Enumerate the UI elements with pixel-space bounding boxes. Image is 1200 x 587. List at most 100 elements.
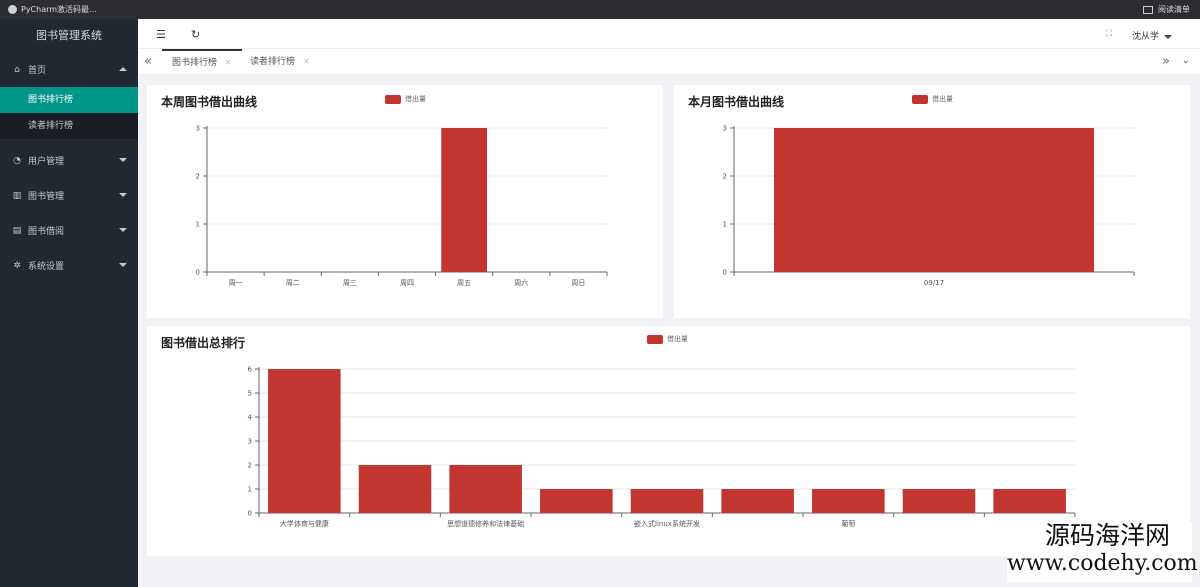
tab-book-ranking[interactable]: 图书排行榜 ✕ [162,49,242,75]
watermark: 源码海洋网 www.codehy.com [1007,521,1198,582]
sidebar-subitem-book-ranking[interactable]: 图书排行榜 [0,87,138,113]
bar [774,128,1094,272]
legend-label: 借出量 [405,95,426,103]
y-tick-label: 0 [248,510,252,518]
menu-toggle-icon[interactable]: ☰ [156,28,166,41]
y-tick-label: 2 [196,173,200,181]
weekly-chart-title: 本周图书借出曲线 [161,95,258,109]
x-tick-label: 大学体育与健康 [280,519,329,528]
monthly-chart-card: 本月图书借出曲线 借出量 0 1 2 3 09/17 [674,85,1190,318]
sidebar-item-settings[interactable]: ✲ 系统设置 [0,248,138,283]
weekly-chart: 0 1 2 3 周一 周二 周三 周四 周五 周六 周日 [196,125,608,287]
x-tick-label: 周日 [571,279,585,287]
borrow-icon: ▤ [12,225,22,236]
chevron-down-icon [119,158,127,162]
chevron-down-icon[interactable]: ⌄ [1181,55,1190,66]
sidebar-item-label: 图书借阅 [28,227,65,237]
monthly-chart: 0 1 2 3 09/17 [723,125,1135,287]
close-icon[interactable]: ✕ [303,57,310,66]
x-tick-label: 周一 [229,279,243,287]
y-tick-label: 1 [248,486,252,494]
total-chart-legend[interactable]: 借出量 [647,334,688,344]
sidebar-item-label: 系统设置 [28,262,65,272]
tabs-scroll-left-icon[interactable]: « [144,54,152,69]
gear-icon: ✲ [13,260,21,271]
bar [358,465,432,513]
legend-swatch [647,334,663,344]
reading-list-icon [1143,5,1153,14]
legend-swatch [912,94,928,104]
user-icon: ◔ [13,155,21,166]
legend-label: 借出量 [932,95,953,103]
x-tick-label: 周二 [286,279,300,287]
total-chart-title: 图书借出总排行 [161,336,246,350]
y-tick-label: 3 [723,125,727,133]
weekly-chart-card: 本周图书借出曲线 借出量 0 1 2 3 周一 周二 周三 周四 周五 周六 周日 [147,85,663,318]
x-tick-label: 思想道德修养和法律基础 [447,519,524,528]
sidebar-brand: 图书管理系统 [36,29,102,42]
chevron-up-icon [119,67,127,71]
sidebar-item-users[interactable]: ◔ 用户管理 [0,143,138,178]
x-tick-label: 周六 [514,278,528,287]
y-tick-label: 5 [248,390,252,398]
y-tick-label: 6 [248,366,253,374]
y-tick-label: 1 [196,221,200,229]
fullscreen-icon[interactable]: ⛶ [1105,29,1112,39]
total-ranking-chart: 0 1 2 3 4 5 6 大学体育与健康 思想道德修养和法律基础 嵌入式linux系统开发 葡萄 [248,366,1076,528]
sidebar-subitem-reader-ranking[interactable]: 读者排行榜 [28,121,74,131]
y-tick-label: 1 [723,221,727,229]
sidebar-item-label: 用户管理 [28,157,65,167]
weekly-chart-legend[interactable]: 借出量 [385,94,426,104]
x-tick-label: 周五 [457,279,471,287]
browser-tab-title: PyCharm激活码最... [21,5,97,14]
total-ranking-chart-card: 图书借出总排行 借出量 0 1 2 3 4 5 6 大学体育与健康 思想道德修养和法律基础 嵌入式… [147,326,1190,556]
bar [630,489,704,513]
sidebar: 图书管理系统 ⌂ 首页 图书排行榜 读者排行榜 ◔ 用户管理 ▥ 图书管理 ▤ … [0,19,138,587]
x-tick-label: 周三 [343,279,357,287]
tab-label: 图书排行榜 [172,58,218,68]
user-menu[interactable]: 沈从学 [1132,29,1172,42]
y-tick-label: 3 [248,438,252,446]
chevron-down-icon [119,193,127,197]
bar [993,489,1066,513]
x-tick-label: 葡萄 [841,519,855,528]
bar [812,489,885,513]
x-tick-label: 嵌入式linux系统开发 [634,519,700,528]
refresh-icon[interactable]: ↻ [191,28,201,41]
top-bar: ☰ ↻ ⛶ 沈从学 [138,19,1200,49]
book-icon: ▥ [12,190,22,201]
bar [449,465,522,513]
watermark-cn: 源码海洋网 [1044,521,1170,550]
y-tick-label: 2 [723,173,727,181]
sidebar-item-borrow[interactable]: ▤ 图书借阅 [0,213,138,248]
bar [902,489,976,513]
bar [540,489,613,513]
monthly-chart-legend[interactable]: 借出量 [912,94,953,104]
y-tick-label: 2 [248,462,252,470]
browser-bar: PyCharm激活码最... 阅读清单 [0,0,1200,19]
y-tick-label: 0 [723,269,727,277]
y-tick-label: 3 [196,125,200,133]
favicon-icon [8,5,17,14]
y-tick-label: 0 [196,269,200,277]
sidebar-item-label: 图书管理 [28,192,65,202]
bar [268,369,341,513]
monthly-chart-title: 本月图书借出曲线 [688,95,785,109]
tabs-scroll-right-icon[interactable]: » [1162,54,1170,69]
chevron-down-icon [119,228,127,232]
legend-label: 借出量 [667,335,688,343]
tab-label: 读者排行榜 [250,57,296,67]
browser-tab[interactable]: PyCharm激活码最... [8,4,97,15]
chevron-down-icon [119,263,127,267]
sidebar-item-home[interactable]: ⌂ 首页 [0,52,138,87]
reading-list-button[interactable]: 阅读清单 [1143,4,1190,15]
close-icon[interactable]: ✕ [225,58,232,67]
legend-swatch [385,94,401,104]
x-tick-label: 09/17 [924,279,944,287]
tab-reader-ranking[interactable]: 读者排行榜 ✕ [240,49,320,75]
bar [721,489,794,513]
sidebar-item-books[interactable]: ▥ 图书管理 [0,178,138,213]
home-icon: ⌂ [14,64,20,75]
sidebar-submenu-home: 图书排行榜 读者排行榜 [0,87,138,139]
watermark-en: www.codehy.com [1007,551,1198,576]
